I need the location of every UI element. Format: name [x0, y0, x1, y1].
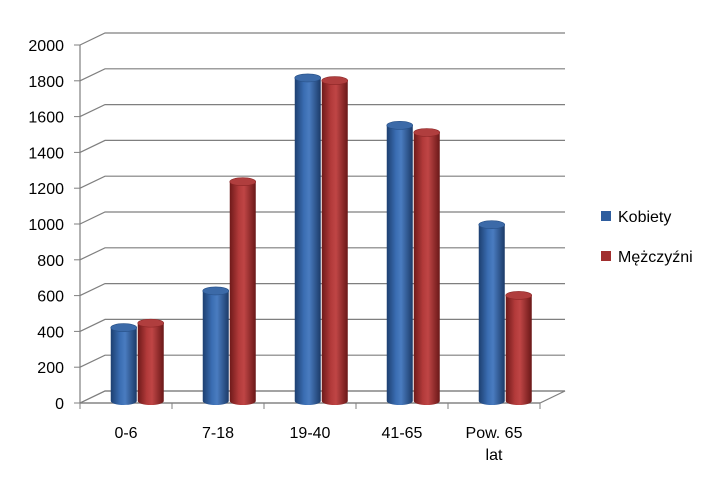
- bar-top: [137, 318, 165, 328]
- x-category-label: lat: [486, 447, 503, 464]
- x-category-label: 7-18: [202, 425, 234, 442]
- legend-swatch: [601, 211, 611, 221]
- bar-body: [505, 295, 532, 405]
- y-tick-label: 200: [37, 360, 64, 377]
- y-tick-label: 1800: [28, 74, 64, 91]
- x-category-label: 41-65: [382, 425, 423, 442]
- bar-body: [478, 224, 505, 405]
- bar-top: [294, 73, 322, 83]
- bar-body: [110, 327, 137, 405]
- bar-Kobiety-19-40: [294, 73, 322, 405]
- legend-label: Kobiety: [618, 209, 671, 226]
- bar-top: [202, 286, 230, 296]
- bar-Mężczyźni-19-40: [321, 76, 349, 405]
- bar-Mężczyźni-Pow. 65 lat: [505, 291, 533, 405]
- bar-Mężczyźni-7-18: [229, 177, 257, 405]
- bar-top: [386, 121, 414, 130]
- y-tick-label: 1400: [28, 145, 64, 162]
- y-tick-label: 2000: [28, 38, 64, 55]
- bar-Mężczyźni-0-6: [137, 318, 165, 405]
- bar-body: [413, 132, 440, 405]
- bar-body: [321, 80, 348, 405]
- bar-Mężczyźni-41-65: [413, 128, 441, 405]
- bar-top: [478, 220, 506, 229]
- bar-top: [413, 128, 441, 137]
- y-axis-tick-labels: 0 200 400 600 800 1000 1200 1400 1600 1800 2000: [28, 38, 80, 413]
- gridline: [79, 103, 565, 118]
- bar-Kobiety-0-6: [110, 323, 138, 405]
- bar-body: [137, 323, 164, 405]
- bar-Kobiety-Pow. 65 lat: [478, 220, 506, 405]
- bar-top: [321, 76, 349, 85]
- legend-label: Mężczyźni: [618, 249, 693, 266]
- bar-Kobiety-7-18: [202, 286, 230, 405]
- gridline: [79, 68, 565, 82]
- y-tick-label: 0: [55, 396, 64, 413]
- bar-body: [229, 181, 256, 405]
- legend-swatch: [601, 251, 611, 261]
- y-tick-label: 600: [37, 289, 64, 306]
- bar-top: [110, 323, 138, 332]
- y-tick-label: 1600: [28, 110, 64, 127]
- bar-body: [386, 125, 413, 405]
- bar-Kobiety-41-65: [386, 121, 414, 405]
- y-tick-label: 800: [37, 253, 64, 270]
- x-category-label: Pow. 65: [466, 425, 523, 442]
- y-tick-label: 1000: [28, 217, 64, 234]
- bar-body: [202, 290, 229, 405]
- bars: [110, 73, 533, 405]
- bar-top: [505, 291, 533, 300]
- gridline: [79, 32, 565, 46]
- y-tick-label: 1200: [28, 181, 64, 198]
- y-tick-label: 400: [37, 324, 64, 341]
- bar-body: [294, 77, 321, 405]
- bar-top: [229, 177, 257, 187]
- x-axis-category-labels: 0-6 7-18 19-40 41-65 Pow. 65 lat: [114, 425, 522, 464]
- x-category-label: 0-6: [114, 425, 137, 442]
- x-category-label: 19-40: [290, 425, 331, 442]
- legend: Kobiety Mężczyźni: [601, 209, 693, 266]
